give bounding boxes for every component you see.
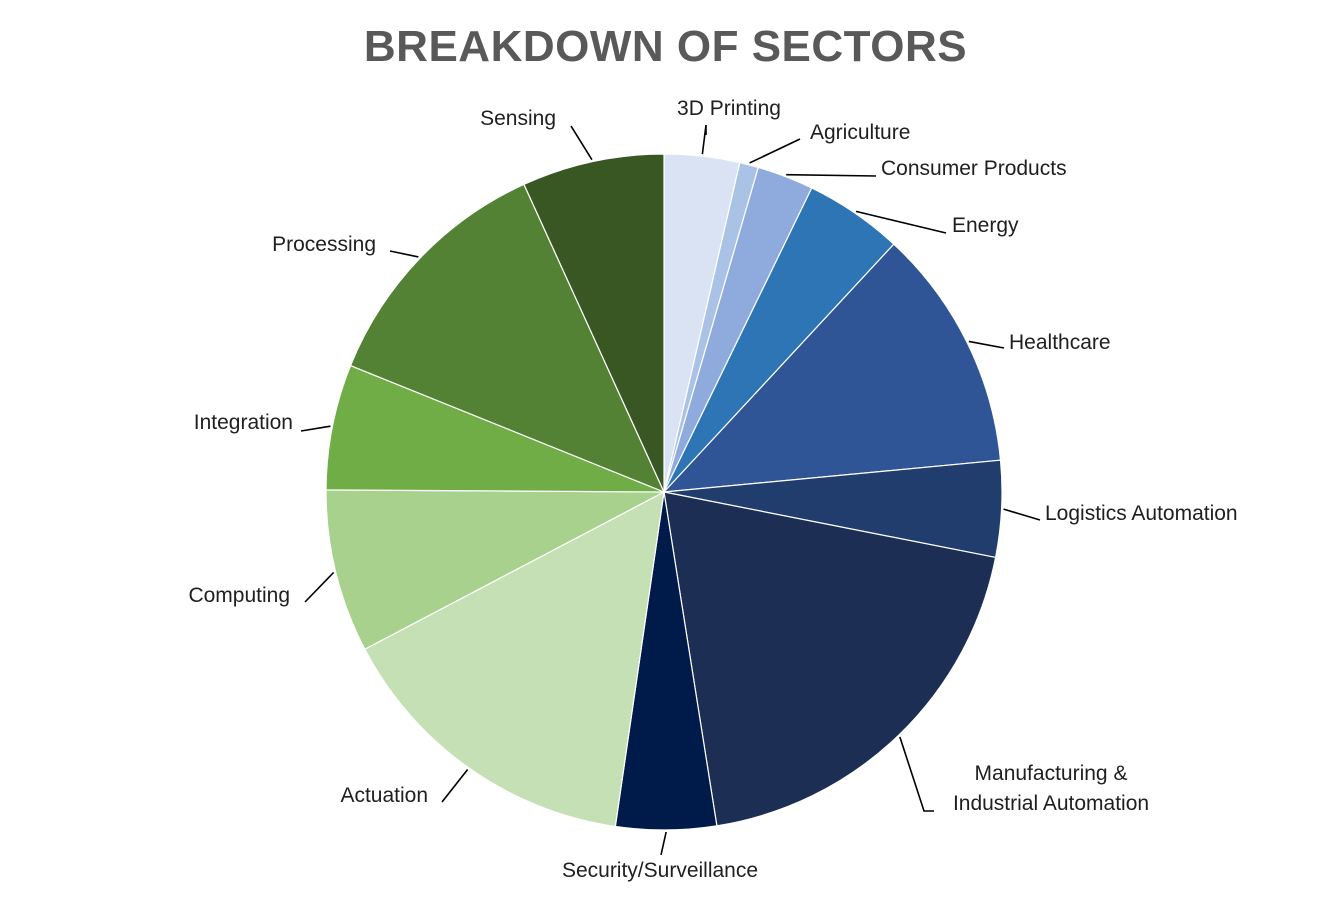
- leader-line-security-surveillance: [660, 831, 667, 856]
- slice-label-manufacturing-industrial-automation: Manufacturing & Industrial Automation: [953, 762, 1149, 815]
- leader-line-energy: [855, 210, 947, 234]
- pie-slice-actuation: [363, 490, 665, 828]
- slice-label-healthcare: Healthcare: [1009, 331, 1111, 354]
- slice-label-processing: Processing: [272, 233, 376, 256]
- labels-layer: 3D Printing Agriculture Consumer Products E…: [188, 97, 1237, 882]
- leader-line-computing: [304, 571, 335, 603]
- leader-lines-layer: [300, 124, 1041, 856]
- slice-label-energy: Energy: [952, 214, 1019, 237]
- slice-label-security-surveillance: Security/Surveillance: [562, 859, 758, 882]
- slice-label-3d-printing: 3D Printing: [677, 97, 781, 120]
- leader-line-healthcare: [968, 340, 1005, 349]
- leader-line-manufacturing-industrial-automation: [899, 736, 934, 812]
- pie-slice-healthcare: [662, 243, 1002, 493]
- leader-line-3d-printing: [701, 124, 707, 155]
- leader-line-actuation: [441, 769, 469, 803]
- slice-label-logistics-automation: Logistics Automation: [1045, 502, 1238, 525]
- leader-line-sensing: [570, 125, 593, 161]
- pie-slice-integration: [325, 364, 665, 493]
- pie-slice-sensing: [523, 153, 665, 493]
- leader-line-consumer-products: [786, 173, 877, 177]
- leader-line-logistics-automation: [1003, 508, 1041, 521]
- slice-label-sensing: Sensing: [480, 107, 556, 130]
- leader-line-agriculture: [749, 138, 801, 164]
- slice-label-actuation: Actuation: [340, 784, 428, 807]
- slice-label-agriculture: Agriculture: [810, 121, 910, 144]
- slice-label-computing: Computing: [188, 584, 290, 607]
- pie-slice-processing: [349, 183, 666, 494]
- leader-line-integration: [300, 425, 331, 432]
- leader-line-processing: [389, 250, 419, 258]
- pie-slice-computing: [325, 489, 665, 651]
- chart-title: BREAKDOWN OF SECTORS: [363, 22, 968, 71]
- slice-label-consumer-products: Consumer Products: [881, 157, 1067, 180]
- slice-label-integration: Integration: [194, 411, 293, 434]
- slices-layer: [325, 153, 1003, 831]
- pie-slice-manufacturing-industrial-automation: [663, 491, 997, 827]
